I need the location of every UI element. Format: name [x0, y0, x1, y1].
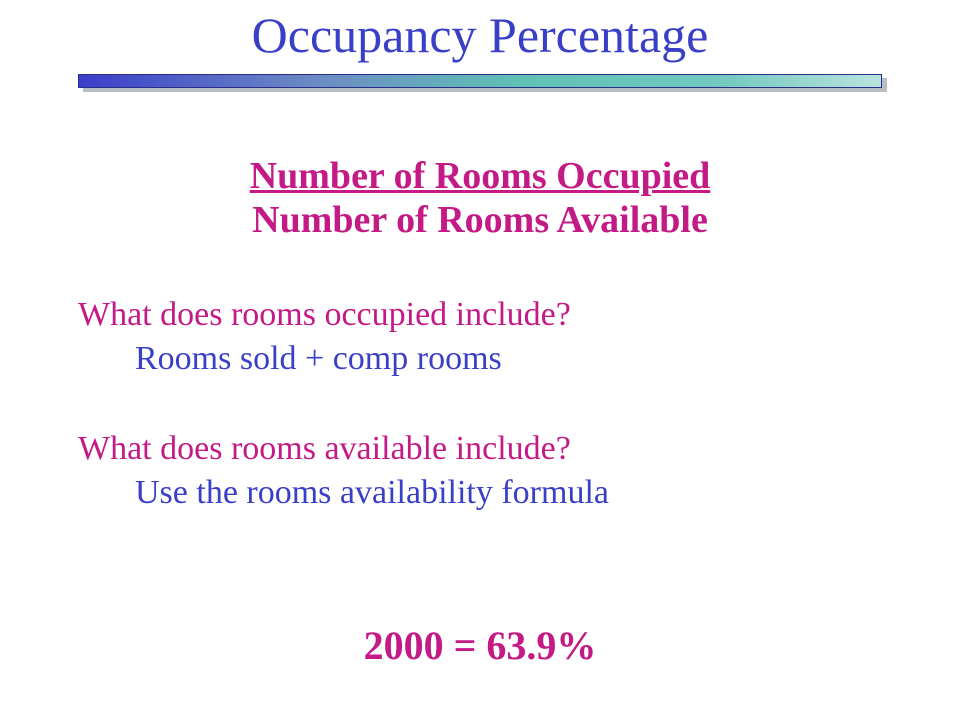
answer-2: Use the rooms availability formula: [135, 474, 609, 512]
slide: Occupancy Percentage Number of Rooms Occ…: [0, 0, 960, 720]
slide-title: Occupancy Percentage: [252, 7, 709, 63]
formula-denominator: Number of Rooms Available: [0, 199, 960, 243]
question-2: What does rooms available include?: [78, 430, 571, 468]
formula: Number of Rooms Occupied Number of Rooms…: [0, 155, 960, 242]
divider: [78, 74, 882, 92]
result: 2000 = 63.9%: [0, 622, 960, 669]
slide-title-wrap: Occupancy Percentage: [0, 0, 960, 64]
answer-1: Rooms sold + comp rooms: [135, 340, 502, 378]
formula-numerator: Number of Rooms Occupied: [0, 155, 960, 199]
question-1: What does rooms occupied include?: [78, 296, 571, 334]
divider-bar: [78, 74, 882, 88]
